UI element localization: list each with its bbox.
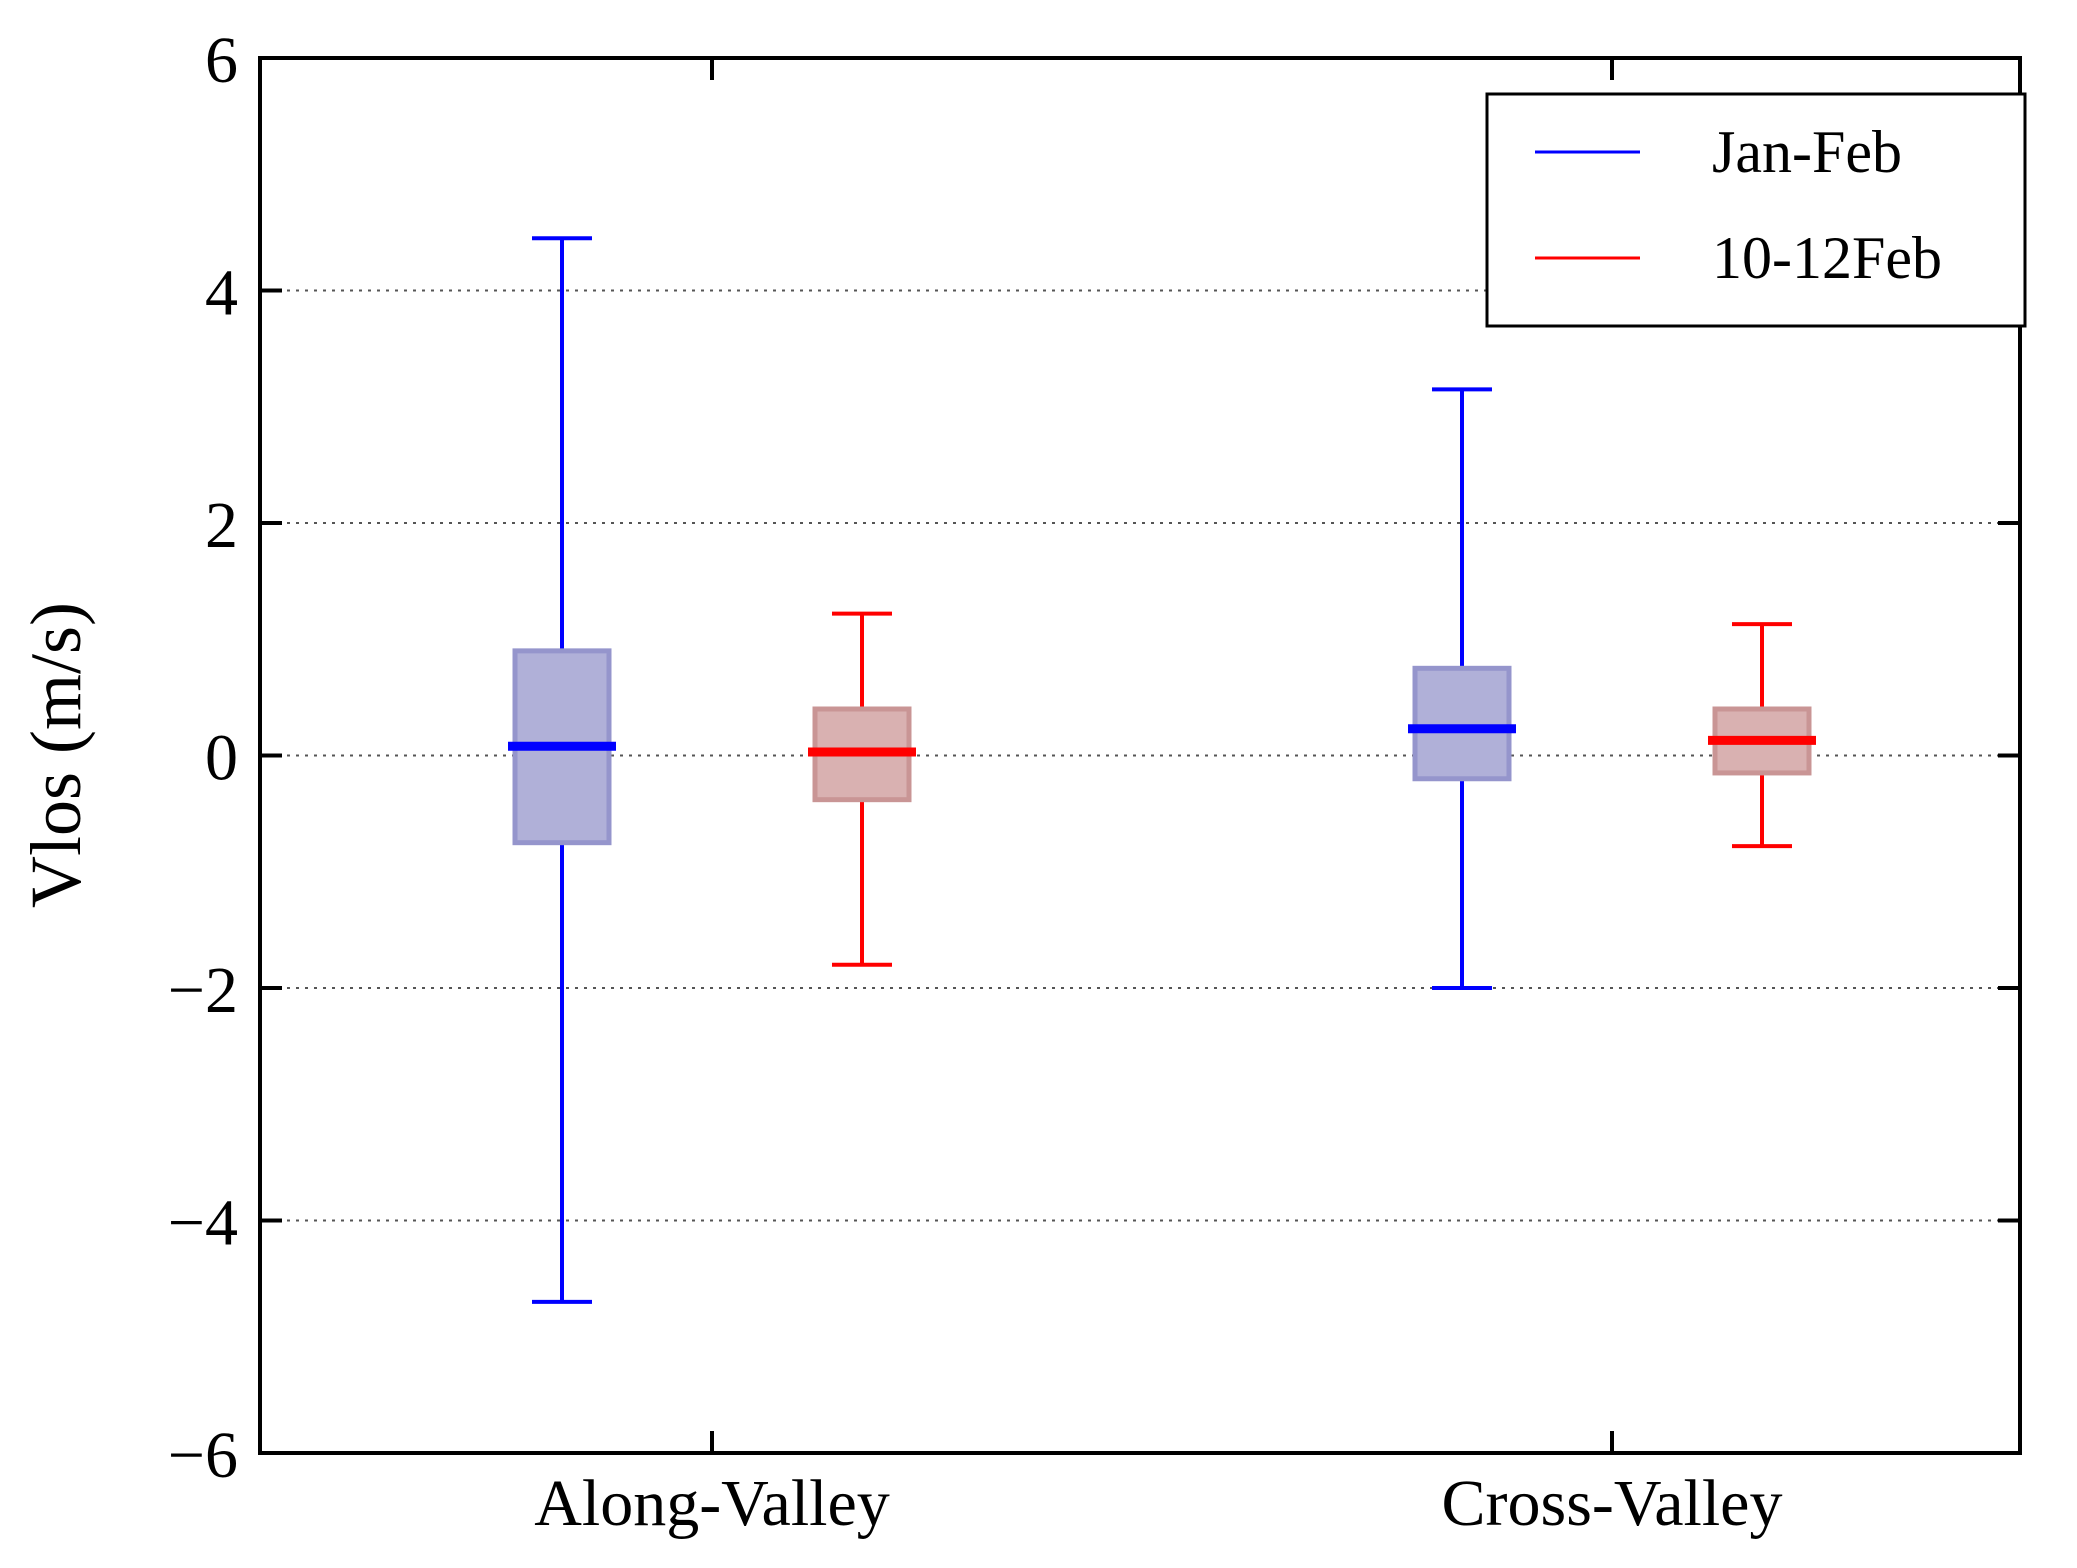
y-tick-label: 6 (205, 24, 238, 97)
legend-frame (1485, 92, 2027, 328)
box-10-12Feb-Along-Valley (808, 611, 916, 967)
x-tick-label: Along-Valley (534, 1467, 890, 1540)
y-tick-label: −4 (168, 1187, 238, 1260)
y-tick-label: −6 (168, 1419, 238, 1492)
y-tick-label: 4 (205, 257, 238, 330)
box-Jan-Feb-Along-Valley (508, 236, 616, 1304)
y-tick-label: 0 (205, 722, 238, 795)
legend: Jan-Feb 10-12Feb (1485, 92, 2027, 328)
box-plots (508, 236, 1816, 1304)
legend-label: 10-12Feb (1712, 225, 1942, 291)
y-tick-label: −2 (168, 954, 238, 1027)
y-tick-label: 2 (205, 489, 238, 562)
x-tick-label: Cross-Valley (1442, 1467, 1783, 1540)
axis-tick-labels: 6 4 2 0 −2 −4 −6 Along-Valley Cross-Valley (168, 24, 1783, 1540)
y-axis-label: Vlos (m/s) (16, 602, 96, 908)
legend-label: Jan-Feb (1712, 119, 1902, 185)
box-10-12Feb-Cross-Valley (1708, 622, 1816, 849)
iqr-box (1412, 665, 1512, 782)
box-Jan-Feb-Cross-Valley (1408, 387, 1516, 990)
